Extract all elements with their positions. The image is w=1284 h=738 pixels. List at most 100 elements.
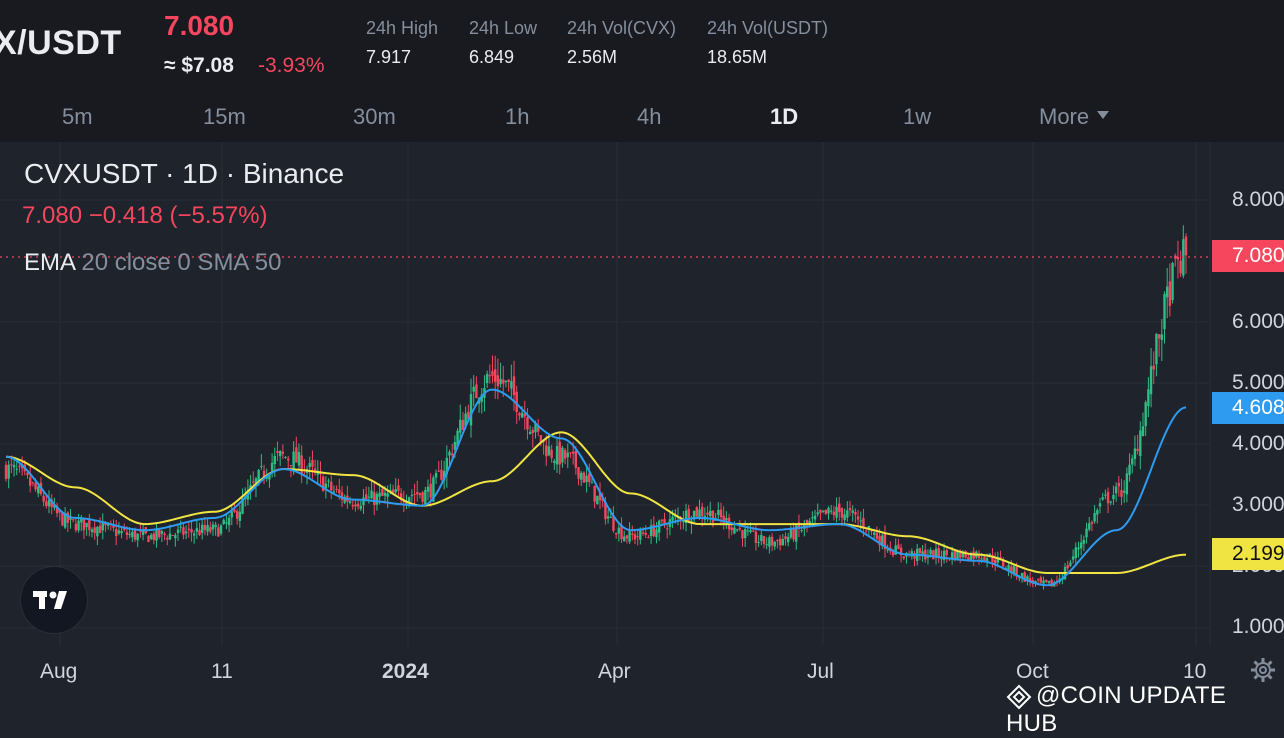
candle-down xyxy=(203,525,207,530)
candle-down xyxy=(571,451,575,454)
candle-up xyxy=(969,553,973,561)
candle-up xyxy=(141,529,145,535)
candle-up xyxy=(733,527,736,534)
candle-up xyxy=(942,550,946,561)
candle-up xyxy=(534,423,537,433)
candle-down xyxy=(115,529,118,537)
candle-up xyxy=(547,446,551,456)
candle-up xyxy=(480,394,483,402)
chart-legend-ohlc: 7.080 −0.418 (−5.57%) xyxy=(22,202,268,229)
candle-up xyxy=(268,473,271,480)
caret-down-icon xyxy=(1097,111,1110,120)
candle-down xyxy=(488,375,492,377)
candle-down xyxy=(82,518,86,531)
candle-down xyxy=(123,527,126,530)
candle-up xyxy=(453,441,457,450)
tab-30m[interactable]: 30m xyxy=(353,104,396,129)
x-tick: Oct xyxy=(1016,660,1049,683)
candle-down xyxy=(187,528,190,530)
candle-down xyxy=(993,559,997,564)
pair-title[interactable]: X/USDT xyxy=(0,24,122,62)
candle-up xyxy=(359,505,363,509)
candle-down xyxy=(778,538,782,546)
candle-up xyxy=(881,535,884,547)
candle-up xyxy=(278,451,282,457)
candle-up xyxy=(1104,494,1107,496)
candle-down xyxy=(88,519,91,530)
candle-down xyxy=(1066,565,1069,569)
candle-down xyxy=(539,435,543,443)
tab-5m[interactable]: 5m xyxy=(62,104,93,129)
gear-icon[interactable] xyxy=(1249,656,1277,684)
candle-down xyxy=(391,489,395,494)
candle-up xyxy=(1128,464,1131,475)
candle-down xyxy=(4,464,8,479)
sma-value-badge: 2.199 xyxy=(1212,538,1284,570)
tradingview-logo-icon[interactable] xyxy=(20,566,88,634)
tab-1w[interactable]: 1w xyxy=(903,104,932,129)
candle-down xyxy=(467,411,470,420)
candle-up xyxy=(1077,547,1080,550)
candle-down xyxy=(959,552,962,558)
tab-1h[interactable]: 1h xyxy=(505,104,530,129)
candle-up xyxy=(499,378,502,385)
candle-down xyxy=(891,550,895,556)
candle-down xyxy=(373,492,376,506)
candle-down xyxy=(139,530,142,532)
candle-down xyxy=(784,536,787,540)
tab-4h[interactable]: 4h xyxy=(637,104,662,129)
candle-up xyxy=(15,468,18,470)
candle-up xyxy=(222,519,225,524)
candle-up xyxy=(816,512,819,515)
indicator-legend[interactable]: EMA 20 close 0 SMA 50 xyxy=(24,249,281,277)
candle-up xyxy=(808,521,811,524)
chart-legend-title[interactable]: CVXUSDT · 1D · Binance xyxy=(24,158,345,189)
candle-down xyxy=(289,465,293,467)
price-chart[interactable] xyxy=(0,0,1284,720)
candle-up xyxy=(786,536,790,543)
stat-value: 18.65M xyxy=(707,47,768,67)
candle-up xyxy=(136,533,139,541)
candle-up xyxy=(90,529,94,532)
candle-up xyxy=(1122,490,1126,493)
candle-up xyxy=(1101,497,1104,500)
ticker-header: X/USDT 7.080 ≈ $7.08 -3.93% 24h High 7.9… xyxy=(0,0,1284,92)
candle-down xyxy=(792,529,795,540)
candle-down xyxy=(10,464,13,466)
candle-up xyxy=(160,531,164,534)
candle-down xyxy=(569,452,572,454)
indicator-name: EMA xyxy=(24,249,75,276)
y-tick: 6.000 xyxy=(1232,310,1284,333)
candle-down xyxy=(864,530,868,532)
candle-down xyxy=(776,540,779,542)
tab-15m[interactable]: 15m xyxy=(203,104,246,129)
candle-up xyxy=(174,534,177,539)
candle-up xyxy=(1088,523,1091,530)
candle-up xyxy=(655,529,658,538)
candle-up xyxy=(1131,458,1134,465)
candle-down xyxy=(1090,522,1094,524)
interval-tabs: 5m 15m 30m 1h 4h 1D 1w More xyxy=(0,92,1284,142)
candle-up xyxy=(851,510,854,513)
stat-24h-vol-quote: 24h Vol(USDT) 18.65M xyxy=(707,18,828,68)
candle-down xyxy=(883,533,887,550)
candle-up xyxy=(1112,494,1115,500)
candle-up xyxy=(781,538,785,546)
candle-down xyxy=(899,547,903,556)
candle-up xyxy=(773,541,776,547)
candle-down xyxy=(999,557,1002,559)
candle-down xyxy=(421,492,424,502)
candle-down xyxy=(287,458,290,461)
more-dropdown[interactable]: More xyxy=(1039,104,1110,130)
candle-down xyxy=(722,515,725,523)
candle-up xyxy=(85,522,88,528)
candle-down xyxy=(582,472,586,483)
candle-down xyxy=(26,472,29,476)
candle-down xyxy=(1023,572,1026,582)
stat-value: 2.56M xyxy=(567,47,618,67)
tab-1d[interactable]: 1D xyxy=(770,104,799,129)
candle-up xyxy=(657,520,661,533)
candle-down xyxy=(364,494,368,500)
candle-up xyxy=(117,530,121,534)
watermark-text: @COIN UPDATE HUB xyxy=(1006,682,1227,737)
